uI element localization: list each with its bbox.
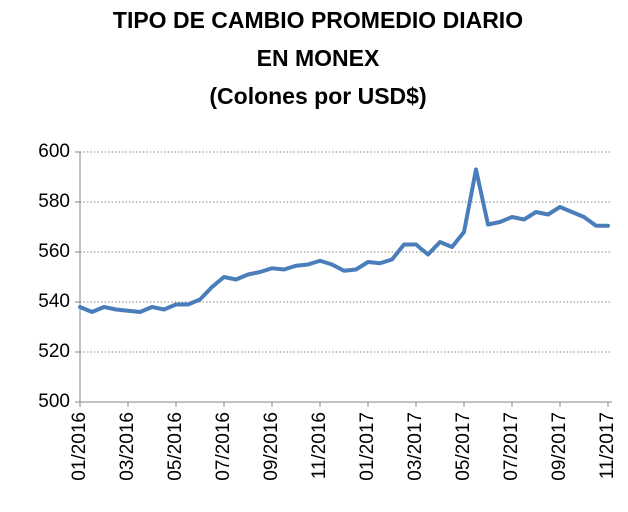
y-tick-label: 560	[38, 241, 70, 262]
y-tick-label: 540	[38, 291, 70, 312]
x-tick-label: 09/2017	[549, 412, 570, 481]
x-tick-label: 11/2016	[309, 412, 330, 479]
x-tick-label: 03/2017	[405, 412, 426, 481]
x-tick-label: 11/2017	[597, 412, 618, 479]
y-tick-label: 580	[38, 191, 70, 212]
x-tick-label: 07/2017	[501, 412, 522, 481]
x-tick-label: 01/2017	[357, 412, 378, 481]
x-tick-label: 05/2016	[165, 412, 186, 481]
x-tick-label: 03/2016	[117, 412, 138, 481]
x-tick-label: 01/2016	[69, 412, 90, 481]
data-line	[78, 167, 610, 314]
y-tick-label: 600	[38, 141, 70, 162]
x-tick-label: 07/2016	[213, 412, 234, 481]
chart-title: EN MONEX	[257, 45, 380, 71]
chart-title: TIPO DE CAMBIO PROMEDIO DIARIO	[113, 7, 523, 33]
x-tick-label: 09/2016	[261, 412, 282, 481]
chart-subtitle: (Colones por USD$)	[209, 83, 426, 109]
x-tick-label: 05/2017	[453, 412, 474, 481]
y-tick-label: 500	[38, 391, 70, 412]
y-tick-label: 520	[38, 341, 70, 362]
